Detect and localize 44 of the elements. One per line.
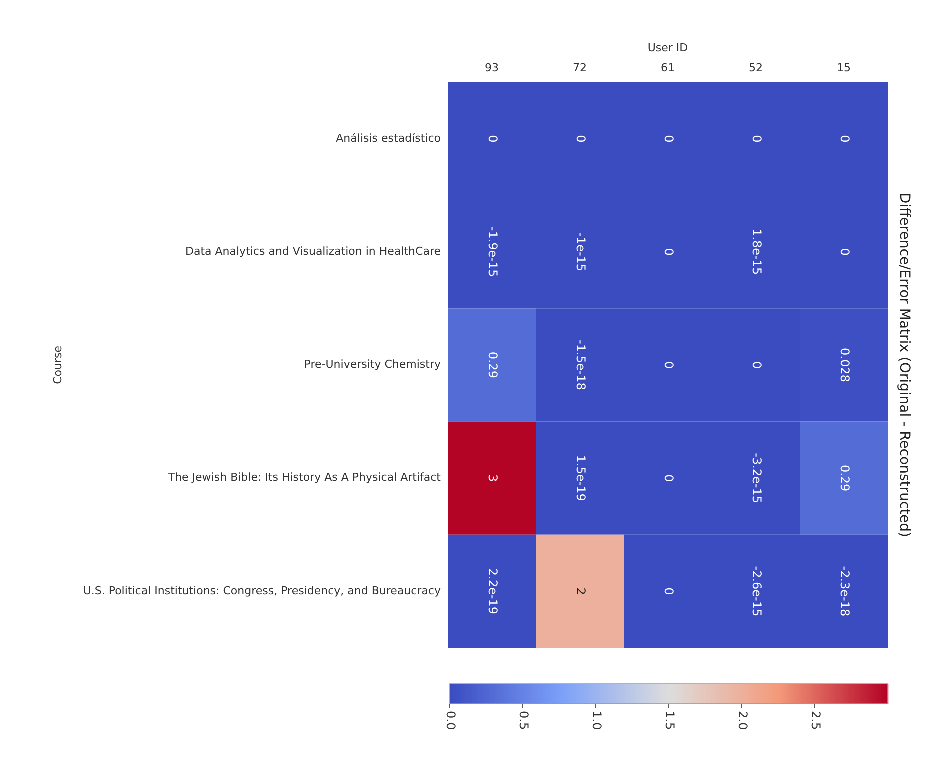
data-label: 0 [662,588,676,596]
color-bar-label: 2.5 [808,711,823,730]
color-bar-label: 1.5 [662,711,677,730]
data-label: 1.8e-15 [750,229,764,276]
x-axis-title: User ID [648,41,688,54]
data-label: -3.2e-15 [750,453,764,504]
data-label: 1.5e-19 [574,455,588,502]
x-tick-label: 52 [749,62,763,75]
data-label: 2 [574,588,588,596]
data-label: 0 [574,135,588,143]
data-label: 0 [662,361,676,370]
data-label: -2.3e-18 [838,566,852,617]
color-bar-label: 0.0 [444,711,458,730]
data-label: 0 [662,135,676,143]
color-bar-label: 0.5 [516,711,531,730]
color-bar-label: 2.0 [736,711,750,730]
x-tick-label: 93 [485,62,499,75]
data-label: 0 [838,248,852,256]
data-label: 0 [750,361,764,370]
x-tick-label: 72 [573,62,587,75]
data-label: -1e-15 [574,232,588,272]
y-tick-label: U.S. Political Institutions: Congress, Presidency, and Bureaucracy [83,584,442,598]
y-tick-label: Análisis estadístico [336,132,442,145]
data-label: -2.6e-15 [750,566,764,617]
data-label: 0 [662,474,676,482]
data-label: 0 [662,248,676,256]
data-label: 0.29 [486,352,500,379]
x-tick-label: 15 [837,62,851,75]
y-tick-label: Pre-University Chemistry [304,358,442,372]
data-label: -1.5e-18 [574,340,588,390]
data-label: 3 [486,474,500,482]
data-label: 0.29 [838,464,852,492]
text: Difference/Error Matrix (Original - Reconstructed) [896,192,912,538]
data-label: 2.2e-19 [486,568,500,614]
y-tick-label: The Jewish Bible: Its History As A Physical Artifact [167,471,442,484]
data-label: 0 [750,135,764,143]
y-axis-title: Course [51,346,64,384]
y-tick-label: Data Analytics and Visualization in HealthCare [186,244,442,258]
x-tick-label: 61 [661,62,675,75]
data-label: 0.028 [838,348,852,382]
data-label: 0 [838,135,852,143]
data-label: 0 [486,135,500,143]
data-label: -1.9e-15 [486,226,500,278]
color-bar-label: 1.0 [590,711,604,730]
